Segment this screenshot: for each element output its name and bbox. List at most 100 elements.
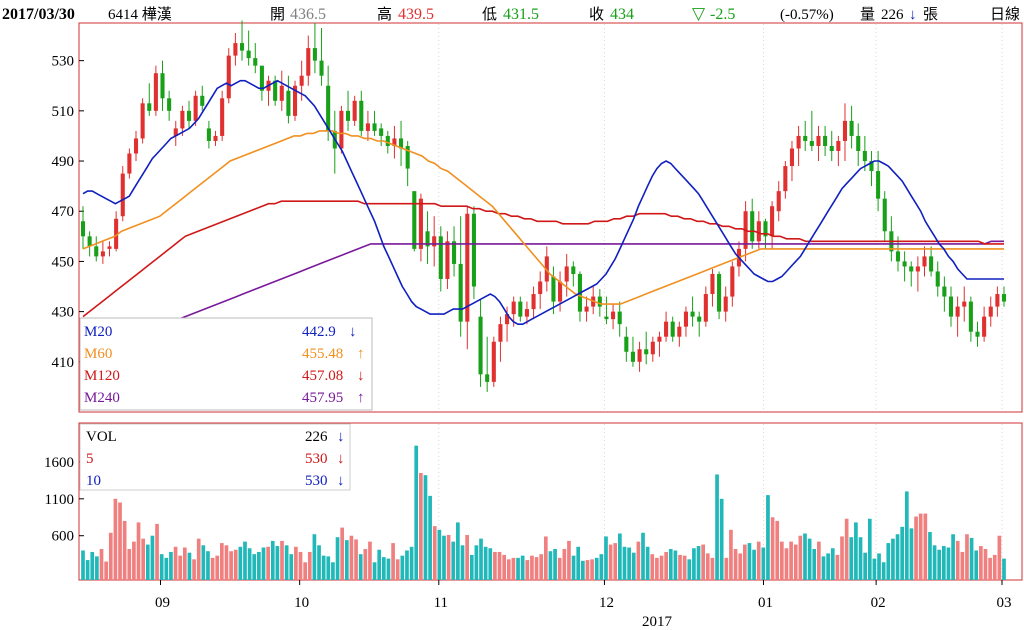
volume-bar bbox=[344, 540, 349, 580]
legend-box bbox=[79, 317, 373, 411]
volume-bar bbox=[173, 546, 178, 580]
period-label[interactable]: 日線 bbox=[990, 6, 1020, 23]
candle-body bbox=[697, 316, 702, 322]
x-tick-label: 01 bbox=[758, 595, 773, 611]
candle-body bbox=[425, 231, 430, 247]
volume-bar bbox=[752, 549, 756, 580]
candle-body bbox=[511, 301, 516, 315]
candle-body bbox=[445, 241, 450, 279]
candle-body bbox=[630, 351, 635, 362]
volume-bar bbox=[118, 502, 122, 580]
candle-body bbox=[80, 221, 86, 237]
candle-body bbox=[929, 256, 934, 272]
volume-bar bbox=[381, 557, 386, 580]
volume-bar bbox=[798, 535, 803, 580]
volume-bar bbox=[136, 522, 141, 580]
legend-ma60-value: 455.48 bbox=[302, 346, 343, 362]
volume-bar bbox=[918, 513, 923, 580]
candle-body bbox=[882, 198, 887, 232]
volume-bar bbox=[326, 556, 331, 580]
candle-body bbox=[306, 48, 311, 76]
candle-body bbox=[127, 153, 132, 174]
volume-bar bbox=[113, 498, 118, 580]
volume-bar bbox=[81, 550, 85, 580]
volume-bar bbox=[761, 547, 766, 580]
volume-bar bbox=[442, 535, 446, 580]
volume-value: 226 bbox=[881, 7, 904, 23]
candle-body bbox=[279, 85, 284, 101]
x-tick-label: 10 bbox=[294, 595, 309, 611]
volume-bar bbox=[923, 513, 928, 580]
candle-body bbox=[763, 221, 768, 237]
candle-body bbox=[690, 311, 695, 317]
candle-body bbox=[611, 311, 616, 320]
candle-body bbox=[471, 213, 476, 287]
volume-bar bbox=[335, 537, 340, 580]
candle-body bbox=[597, 296, 602, 307]
volume-bar bbox=[965, 534, 969, 580]
volume-bar bbox=[766, 495, 770, 580]
volume-bar bbox=[812, 549, 817, 580]
change-value: -2.5 bbox=[710, 6, 735, 23]
volume-bar bbox=[641, 532, 645, 580]
volume-bar bbox=[835, 554, 840, 580]
volume-bar bbox=[377, 549, 382, 580]
volume-bar bbox=[608, 544, 613, 580]
candle-body bbox=[922, 256, 927, 267]
candle-body bbox=[412, 191, 417, 249]
volume-bar bbox=[159, 554, 164, 580]
candle-body bbox=[498, 324, 503, 342]
volume-bar bbox=[678, 554, 682, 580]
candle-body bbox=[955, 306, 960, 317]
volume-bar bbox=[534, 557, 539, 580]
candle-body bbox=[213, 135, 218, 141]
candle-body bbox=[167, 98, 172, 111]
candle-body bbox=[558, 281, 563, 302]
ma60-line bbox=[82, 130, 1004, 305]
volume-bar bbox=[303, 562, 307, 580]
vol-legend-name: VOL bbox=[86, 429, 117, 445]
legend-ma120-name: M120 bbox=[84, 368, 120, 384]
candle-body bbox=[253, 58, 258, 66]
volume-bar bbox=[844, 518, 849, 580]
volume-bar bbox=[960, 551, 965, 580]
quote-date: 2017/03/30 bbox=[2, 6, 75, 23]
volume-bar bbox=[187, 552, 192, 580]
volume-bar bbox=[775, 520, 780, 580]
volume-bar bbox=[423, 475, 428, 580]
volume-bar bbox=[141, 538, 146, 580]
candle-body bbox=[120, 173, 125, 217]
volume-bar bbox=[863, 552, 867, 580]
volume-bar bbox=[307, 551, 312, 580]
candle-body bbox=[975, 331, 980, 337]
volume-bar bbox=[437, 529, 442, 580]
candle-body bbox=[982, 316, 987, 337]
volume-bar bbox=[886, 543, 891, 580]
candle-body bbox=[133, 138, 139, 154]
volume-bar bbox=[85, 560, 90, 580]
volume-tick-label: 1100 bbox=[45, 492, 74, 508]
volume-bar bbox=[104, 561, 108, 580]
candle-body bbox=[723, 296, 728, 312]
candle-body bbox=[803, 135, 808, 141]
volume-bar bbox=[224, 545, 229, 580]
volume-bar bbox=[988, 557, 992, 580]
vol-ma10-value: 530 bbox=[305, 473, 328, 489]
volume-bar bbox=[428, 495, 432, 580]
volume-down-icon: ↓ bbox=[909, 7, 917, 23]
candle-body bbox=[220, 98, 225, 136]
vol-legend-arrow: ↓ bbox=[337, 429, 345, 445]
volume-bar bbox=[738, 553, 743, 580]
volume-bar bbox=[349, 535, 354, 580]
candle-body bbox=[809, 140, 814, 146]
candle-body bbox=[948, 296, 954, 317]
volume-bar bbox=[395, 559, 400, 580]
volume-bar bbox=[705, 553, 710, 580]
volume-bar bbox=[867, 518, 872, 580]
legend-ma20-value: 442.9 bbox=[302, 324, 336, 340]
volume-bar bbox=[400, 555, 405, 580]
candle-body bbox=[571, 266, 576, 274]
volume-bar bbox=[358, 554, 363, 580]
volume-bar bbox=[493, 551, 497, 580]
volume-bar bbox=[826, 553, 830, 580]
